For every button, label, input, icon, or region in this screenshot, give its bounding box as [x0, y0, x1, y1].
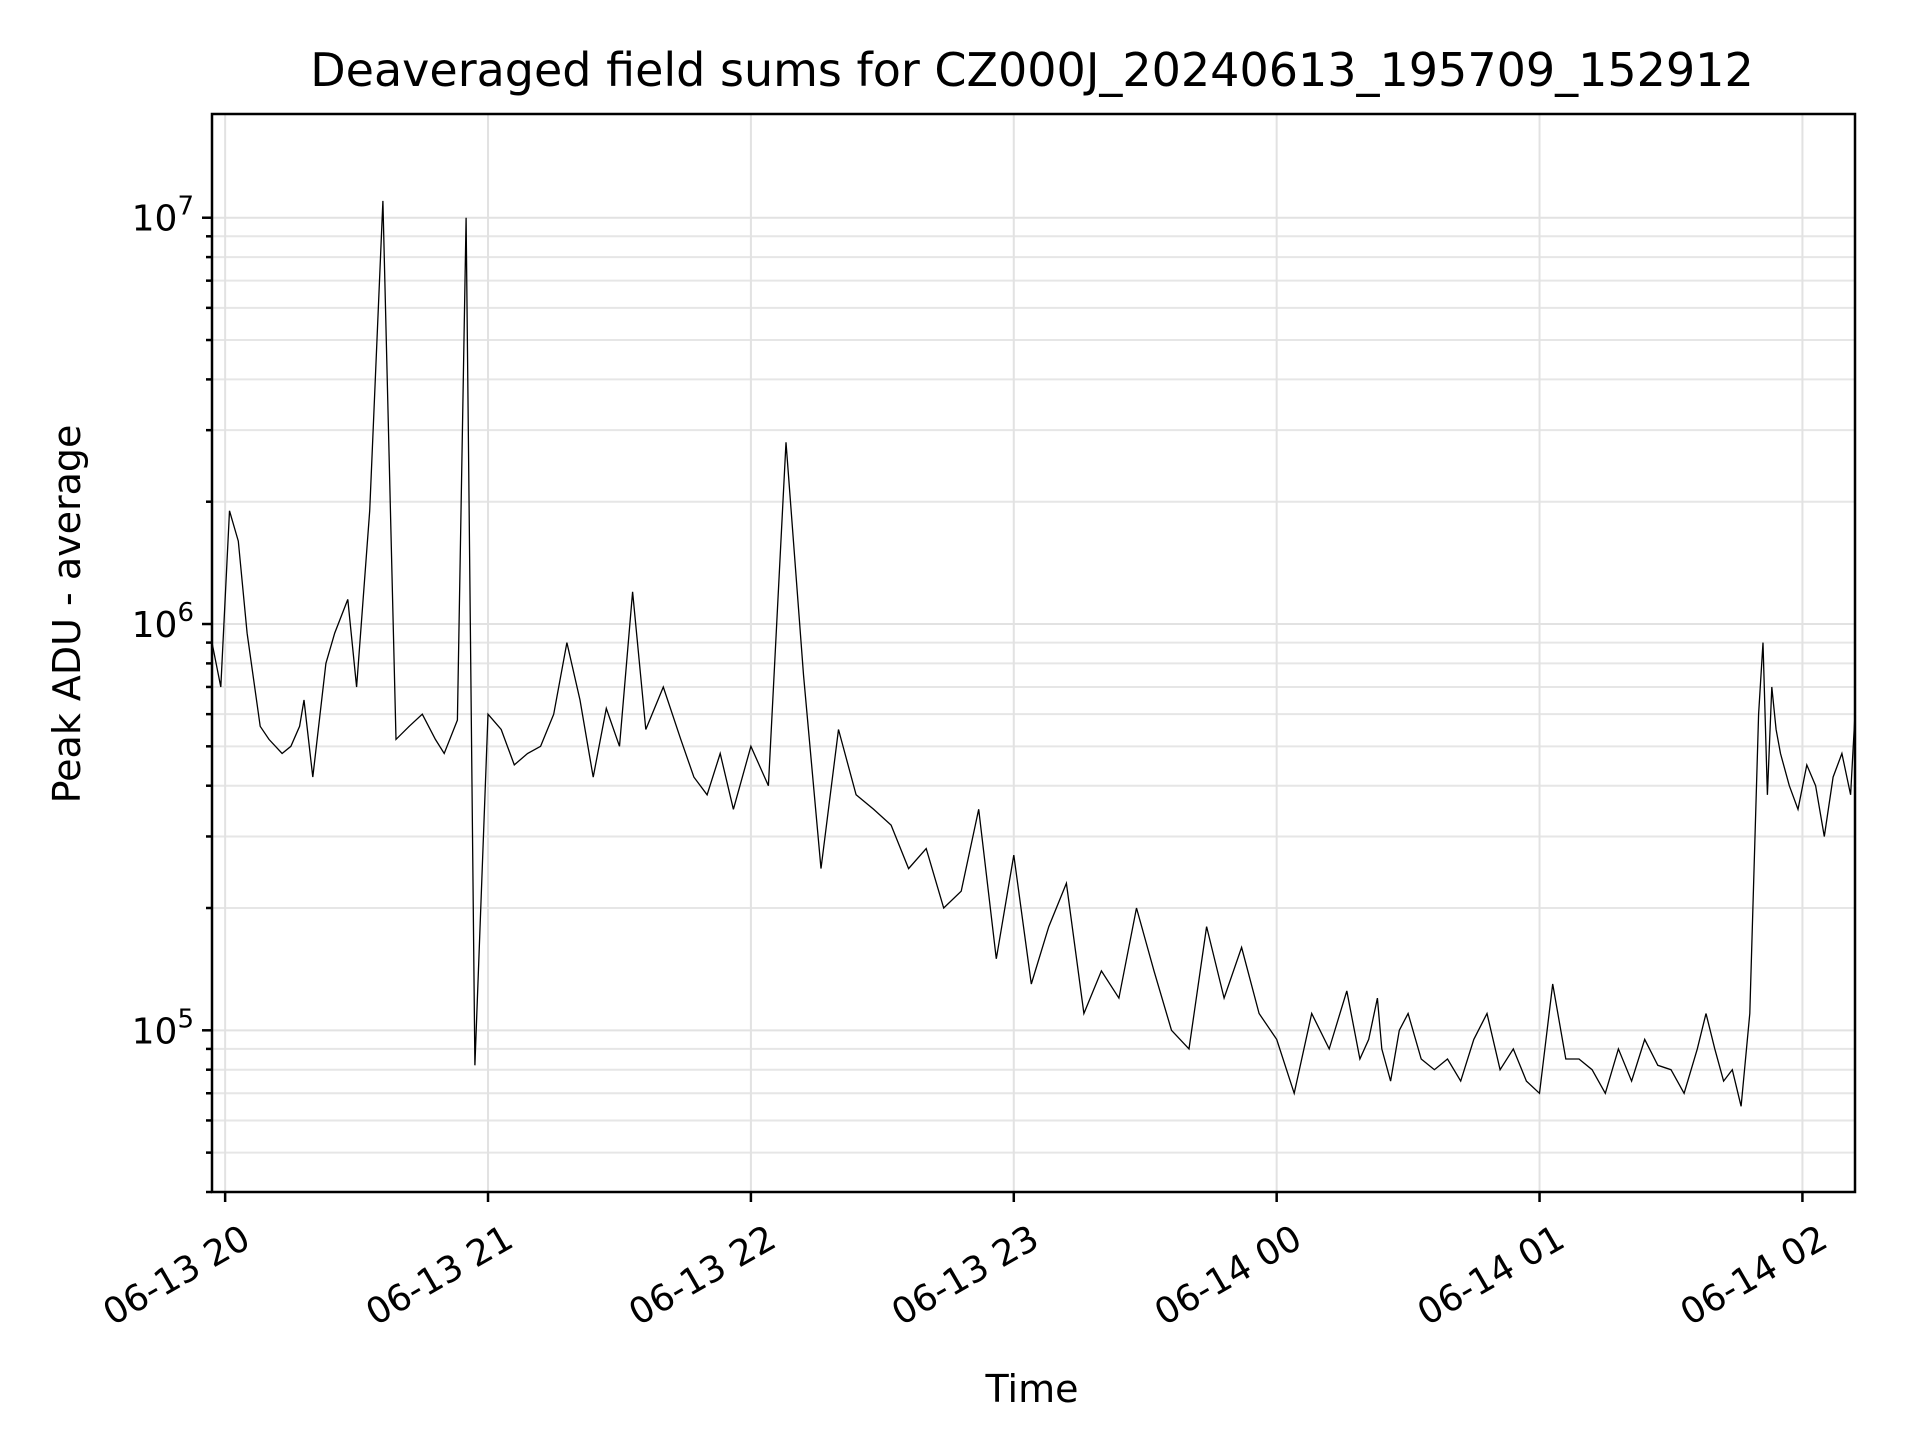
series-line: [211, 200, 1856, 1107]
series-layer: [211, 200, 1856, 1107]
y-tick-label: 105: [132, 1004, 194, 1052]
y-tick-base: 10: [132, 199, 178, 240]
y-tick-exponent: 7: [177, 192, 194, 222]
y-tick-exponent: 5: [177, 1004, 194, 1034]
y-tick-base: 10: [132, 1011, 178, 1052]
y-tick-label: 107: [132, 192, 194, 240]
y-tick-exponent: 6: [177, 598, 194, 628]
plot-frame: [210, 112, 1857, 1194]
y-tick-label: 106: [132, 598, 194, 646]
y-axis-label: Peak ADU - average: [45, 425, 89, 804]
chart-title: Deaveraged field sums for CZ000J_2024061…: [310, 43, 1753, 97]
y-tick-base: 10: [132, 605, 178, 646]
x-axis-label: Time: [985, 1367, 1079, 1411]
grid: [212, 114, 1855, 1193]
